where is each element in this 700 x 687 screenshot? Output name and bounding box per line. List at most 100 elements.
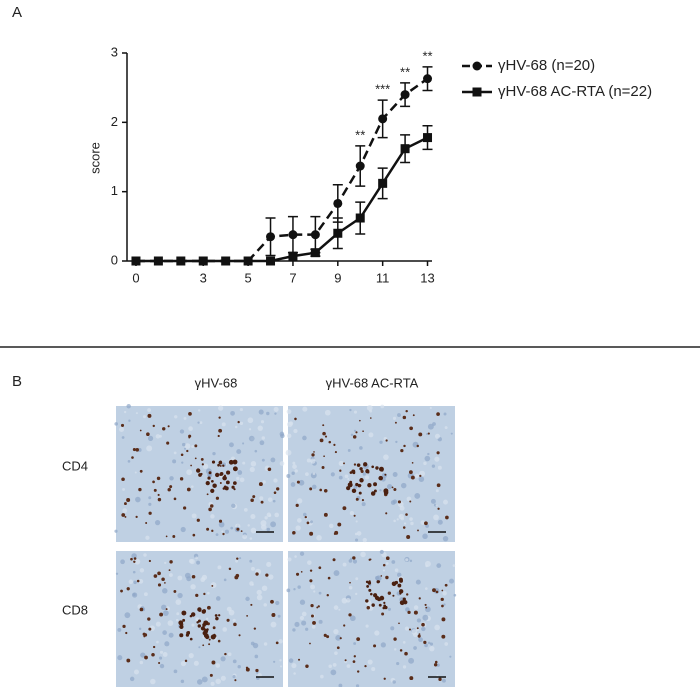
- texture: [262, 480, 266, 484]
- stained-cell: [201, 463, 204, 466]
- texture: [196, 560, 201, 565]
- stained-cell: [217, 639, 221, 643]
- stained-cell: [179, 624, 184, 630]
- stained-cell: [371, 603, 375, 607]
- stained-cell: [215, 616, 219, 621]
- stained-cell: [240, 530, 243, 533]
- texture: [202, 463, 209, 469]
- texture: [234, 425, 238, 429]
- texture: [416, 618, 421, 623]
- texture: [249, 559, 253, 563]
- texture: [453, 593, 457, 597]
- texture: [123, 410, 127, 414]
- stained-cell: [398, 589, 404, 594]
- texture: [154, 519, 161, 526]
- texture: [414, 493, 421, 499]
- stained-cell: [418, 432, 423, 437]
- stained-cell: [157, 571, 161, 576]
- texture: [147, 435, 154, 441]
- stained-cell: [196, 621, 199, 624]
- stained-cell: [323, 455, 325, 458]
- stained-cell: [421, 622, 425, 627]
- texture: [396, 661, 400, 666]
- marker: [378, 178, 388, 188]
- stained-cell: [208, 507, 212, 512]
- texture: [180, 679, 185, 684]
- texture: [210, 582, 217, 589]
- y-tick-label: 3: [111, 44, 118, 59]
- x-tick-label: 3: [200, 270, 207, 285]
- texture: [452, 564, 456, 567]
- texture: [424, 643, 428, 648]
- texture: [254, 449, 258, 453]
- stained-cell: [319, 438, 324, 443]
- stained-cell: [352, 435, 357, 439]
- stained-cell: [210, 504, 214, 508]
- texture: [299, 551, 305, 556]
- texture: [311, 484, 317, 490]
- stained-cell: [133, 557, 137, 560]
- stained-cell: [332, 558, 336, 562]
- texture: [247, 524, 250, 527]
- texture: [338, 475, 343, 480]
- stained-cell: [120, 589, 123, 593]
- texture: [393, 519, 396, 523]
- stained-cell: [218, 614, 221, 617]
- texture: [197, 421, 200, 424]
- stained-cell: [359, 419, 361, 422]
- texture: [422, 533, 428, 540]
- texture: [273, 478, 278, 483]
- texture: [415, 579, 421, 585]
- texture: [444, 426, 448, 430]
- texture: [180, 526, 186, 533]
- stained-cell: [324, 435, 328, 438]
- texture: [215, 596, 221, 601]
- stained-cell: [444, 583, 448, 587]
- texture: [411, 629, 417, 635]
- texture: [239, 421, 244, 426]
- stained-cell: [310, 614, 314, 618]
- texture: [424, 587, 428, 590]
- stained-cell: [206, 493, 209, 496]
- texture: [413, 605, 419, 610]
- stained-cell: [367, 483, 372, 488]
- stained-cell: [371, 465, 375, 469]
- stained-cell: [441, 634, 446, 639]
- texture: [414, 473, 420, 478]
- texture: [353, 410, 358, 414]
- texture: [139, 660, 144, 665]
- stained-cell: [366, 606, 370, 610]
- marker: [243, 256, 253, 266]
- texture: [218, 521, 225, 528]
- texture: [425, 564, 428, 568]
- stained-cell: [306, 521, 310, 525]
- stained-cell: [370, 491, 376, 496]
- texture: [252, 642, 259, 649]
- marker: [378, 114, 388, 124]
- texture: [427, 452, 430, 456]
- texture: [355, 684, 360, 687]
- stained-cell: [147, 617, 151, 621]
- stained-cell: [296, 480, 300, 484]
- stained-cell: [292, 530, 296, 535]
- stained-cell: [427, 432, 430, 435]
- stained-cell: [196, 518, 200, 522]
- stained-cell: [381, 612, 385, 616]
- texture: [230, 526, 234, 530]
- marker: [355, 161, 365, 171]
- stained-cell: [413, 610, 418, 615]
- texture: [291, 663, 297, 669]
- texture: [295, 525, 301, 531]
- texture: [260, 420, 265, 424]
- texture: [197, 409, 201, 412]
- texture: [312, 472, 316, 476]
- stained-cell: [385, 556, 390, 561]
- texture: [434, 456, 440, 462]
- stained-cell: [385, 512, 388, 515]
- stained-cell: [318, 566, 322, 570]
- stained-cell: [349, 581, 351, 584]
- texture: [127, 460, 131, 463]
- stained-cell: [157, 493, 160, 497]
- texture: [114, 529, 118, 533]
- texture: [256, 594, 263, 601]
